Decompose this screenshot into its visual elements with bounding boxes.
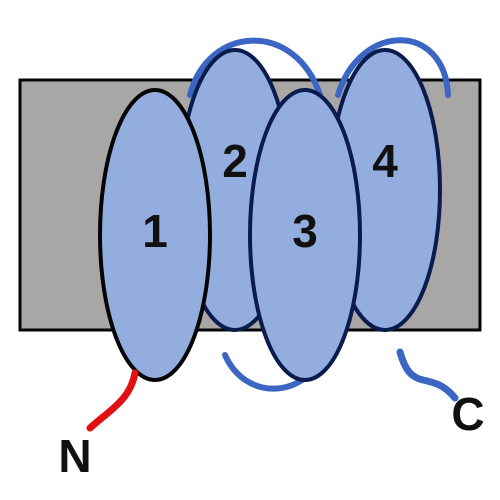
n-terminus-tail <box>90 373 135 428</box>
c-terminus-label: C <box>451 388 484 440</box>
helix-label-3: 3 <box>292 205 318 257</box>
c-terminus-tail <box>400 352 455 398</box>
transmembrane-diagram: 1 23 4 N C <box>0 0 500 500</box>
n-terminus-label: N <box>58 430 91 482</box>
helix-label-2: 2 <box>222 135 248 187</box>
helix-label-4: 4 <box>372 135 398 187</box>
helix-label-1: 1 <box>142 205 168 257</box>
